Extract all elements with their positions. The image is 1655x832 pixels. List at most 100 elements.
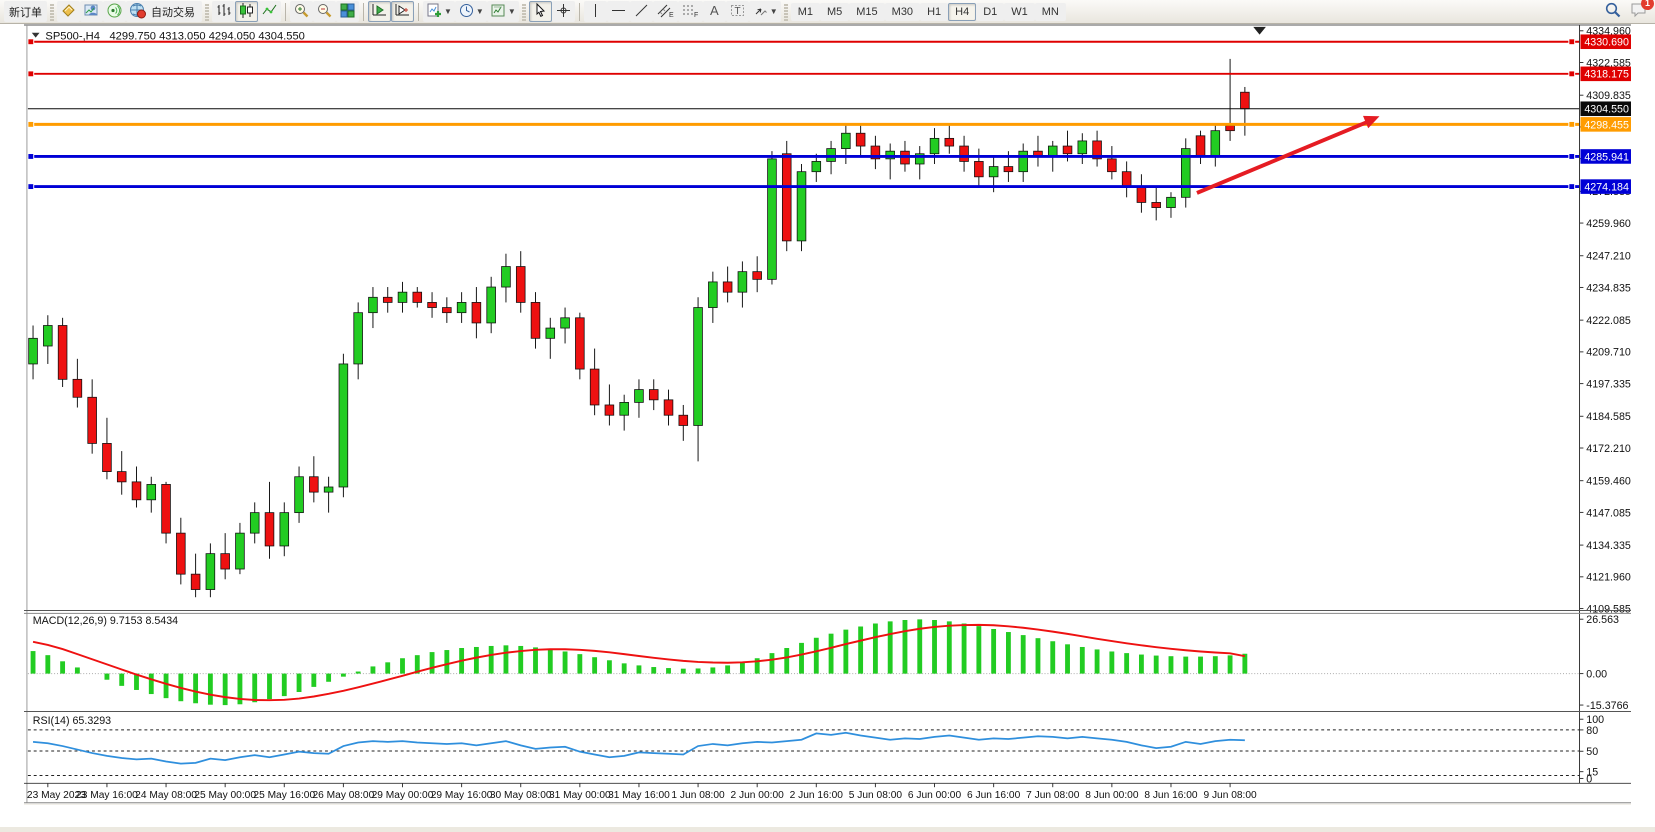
candlestick-chart-button[interactable] — [235, 1, 258, 22]
hline-handle[interactable] — [27, 153, 35, 160]
template-icon — [490, 2, 507, 22]
time-label: 25 May 00:00 — [194, 790, 256, 801]
candle — [929, 137, 940, 155]
candle — [589, 368, 600, 406]
trendline-button[interactable] — [629, 1, 653, 22]
rsi-tick-label: 15 — [1586, 767, 1598, 779]
candle — [1210, 130, 1221, 157]
candle — [1195, 135, 1206, 157]
candle — [959, 145, 969, 162]
trend-arrow[interactable] — [1196, 118, 1373, 195]
time-label: 31 May 00:00 — [549, 790, 611, 801]
text-label-button[interactable]: T — [725, 1, 749, 22]
price-badge — [1580, 117, 1631, 132]
chart-symbol-timeframe: SP500-,H4 — [45, 31, 100, 43]
timeframe-h4[interactable]: H4 — [948, 2, 977, 21]
candlestick-chart-icon — [238, 2, 255, 22]
toolbar-separator — [418, 2, 419, 21]
candle — [235, 532, 245, 570]
candle — [279, 512, 290, 547]
rsi-tick-label: 100 — [1586, 714, 1604, 726]
crosshair-button[interactable] — [551, 1, 575, 22]
candle — [146, 484, 157, 501]
time-label: 8 Jun 16:00 — [1144, 790, 1198, 801]
price-tick-label: 4134.335 — [1586, 540, 1631, 552]
cursor-button[interactable] — [528, 1, 552, 22]
candle — [131, 481, 142, 501]
signals-button[interactable] — [103, 1, 126, 22]
vertical-line-icon — [587, 2, 604, 22]
candle — [515, 266, 526, 303]
timeframe-mn[interactable]: MN — [1034, 2, 1066, 21]
hline-handle[interactable] — [27, 183, 35, 190]
candle — [1151, 202, 1161, 208]
templates-button[interactable]: ▼ — [486, 1, 519, 22]
profile-button[interactable] — [80, 1, 103, 22]
channel-button[interactable]: E — [652, 1, 678, 22]
candle — [486, 286, 496, 324]
symbols-button[interactable] — [57, 1, 80, 22]
svg-text:T: T — [734, 6, 740, 17]
symbol-dropdown-icon[interactable] — [31, 32, 40, 38]
timeframe-h1[interactable]: H1 — [920, 2, 949, 21]
fibonacci-button[interactable]: F — [677, 1, 703, 22]
candle — [72, 378, 83, 398]
auto-scroll-button[interactable] — [368, 1, 391, 22]
macd-tick-label: -15.3766 — [1586, 700, 1628, 712]
hline-handle[interactable] — [27, 70, 35, 78]
autotrade-button[interactable]: 自动交易 — [126, 1, 202, 22]
arrows-button[interactable]: ▼ — [748, 1, 781, 22]
time-label: 23 May 2023 — [27, 790, 86, 801]
chart-shift-button[interactable] — [391, 1, 414, 22]
time-label: 9 Jun 08:00 — [1203, 790, 1257, 801]
candle — [501, 266, 511, 288]
timeframe-d1[interactable]: D1 — [976, 2, 1005, 21]
notification-badge: 1 — [1641, 0, 1654, 10]
time-label: 1 Jun 08:00 — [671, 790, 725, 801]
time-label: 29 May 00:00 — [372, 790, 434, 801]
indicators-button[interactable]: ▼ — [423, 1, 455, 22]
hline-handle[interactable] — [27, 120, 35, 128]
auto-scroll-icon — [371, 2, 388, 22]
hline-handle[interactable] — [1568, 120, 1576, 128]
hline-handle[interactable] — [1568, 70, 1576, 78]
candle — [974, 161, 984, 178]
candle — [767, 158, 777, 280]
candle — [338, 363, 349, 488]
timeframe-m5[interactable]: M5 — [819, 2, 850, 21]
hline-handle[interactable] — [1568, 38, 1576, 46]
chart-canvas[interactable]: 4334.9604322.5854309.8354297.4604285.085… — [0, 24, 1655, 827]
vertical-line-button[interactable] — [583, 1, 607, 22]
trend-arrow-head[interactable] — [1362, 115, 1380, 129]
price-tick-label: 4159.460 — [1586, 476, 1631, 488]
candle — [545, 327, 556, 339]
hline-handle[interactable] — [27, 38, 35, 46]
hline-handle[interactable] — [1568, 183, 1576, 190]
text-button[interactable]: A — [702, 1, 726, 22]
horizontal-line-button[interactable] — [606, 1, 630, 22]
rsi-tick-label: 0 — [1586, 773, 1592, 785]
candle — [397, 291, 408, 303]
chart-shift-marker[interactable] — [1253, 26, 1266, 35]
periods-button[interactable]: ▼ — [454, 1, 487, 22]
tile-windows-button[interactable] — [336, 1, 359, 22]
line-chart-button[interactable] — [258, 1, 281, 22]
bar-chart-button[interactable] — [212, 1, 235, 22]
timeframe-m1[interactable]: M1 — [790, 2, 820, 21]
zoom-in-icon — [293, 2, 310, 22]
hline-handle[interactable] — [1568, 153, 1576, 160]
candle — [678, 414, 689, 426]
fibonacci-icon: F — [681, 2, 700, 22]
search-icon[interactable] — [1604, 1, 1622, 24]
timeframe-m30[interactable]: M30 — [884, 2, 921, 21]
macd-indicator-label: MACD(12,26,9) 9.7153 8.5434 — [33, 615, 178, 627]
time-label: 5 Jun 08:00 — [849, 790, 903, 801]
candle — [412, 291, 423, 303]
new-order-button[interactable]: 新订单 — [4, 1, 47, 22]
price-tick-label: 4209.710 — [1586, 347, 1631, 359]
zoom-out-button[interactable] — [313, 1, 336, 22]
timeframe-w1[interactable]: W1 — [1004, 2, 1035, 21]
zoom-in-button[interactable] — [290, 1, 313, 22]
timeframe-m15[interactable]: M15 — [849, 2, 885, 21]
notifications-button[interactable]: 1 — [1630, 0, 1654, 24]
